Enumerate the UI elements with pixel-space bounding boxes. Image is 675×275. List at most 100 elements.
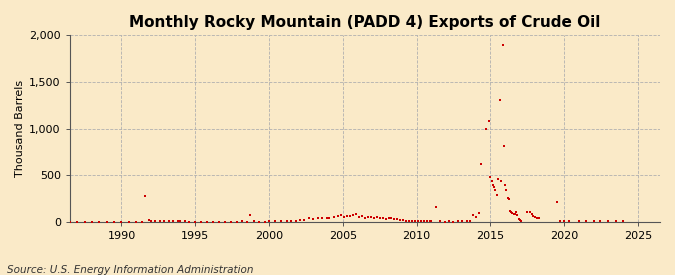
Point xyxy=(383,216,394,220)
Point xyxy=(86,219,97,224)
Point xyxy=(269,219,280,224)
Point xyxy=(225,219,236,224)
Point xyxy=(461,219,472,224)
Point xyxy=(528,214,539,218)
Point xyxy=(507,210,518,215)
Point xyxy=(490,188,501,192)
Point xyxy=(398,218,408,222)
Point xyxy=(534,216,545,221)
Point xyxy=(486,178,497,183)
Point xyxy=(499,144,510,148)
Point xyxy=(146,219,157,223)
Point xyxy=(377,216,388,220)
Point xyxy=(259,219,270,224)
Point xyxy=(491,192,502,197)
Point xyxy=(410,219,421,223)
Point xyxy=(395,218,406,222)
Point xyxy=(389,217,400,221)
Point xyxy=(116,219,127,224)
Point xyxy=(425,219,435,224)
Point xyxy=(497,42,508,47)
Point xyxy=(487,183,498,188)
Y-axis label: Thousand Barrels: Thousand Barrels xyxy=(15,80,25,177)
Point xyxy=(339,214,350,219)
Point xyxy=(362,215,373,219)
Point xyxy=(249,219,260,224)
Point xyxy=(109,219,119,224)
Point xyxy=(495,97,506,102)
Point xyxy=(72,219,82,224)
Point xyxy=(500,183,510,188)
Point xyxy=(426,219,437,224)
Point xyxy=(529,215,540,219)
Point xyxy=(350,212,361,216)
Point xyxy=(137,219,148,224)
Point xyxy=(603,219,614,224)
Point xyxy=(365,215,376,219)
Point xyxy=(554,219,565,223)
Point xyxy=(412,219,423,224)
Point xyxy=(244,213,255,217)
Point xyxy=(360,215,371,220)
Point xyxy=(356,214,367,218)
Point xyxy=(371,215,382,219)
Point xyxy=(281,219,292,224)
Point xyxy=(380,216,391,221)
Point xyxy=(506,210,516,214)
Point xyxy=(275,219,286,224)
Point xyxy=(485,175,495,179)
Point xyxy=(563,219,574,224)
Point xyxy=(574,219,585,223)
Point xyxy=(242,219,252,224)
Point xyxy=(329,215,340,219)
Point xyxy=(180,219,190,224)
Point xyxy=(610,219,621,224)
Point xyxy=(559,219,570,224)
Point xyxy=(101,219,112,224)
Point xyxy=(464,219,475,224)
Point xyxy=(167,219,178,224)
Point xyxy=(392,217,403,222)
Point xyxy=(504,197,514,201)
Point xyxy=(467,213,478,217)
Point xyxy=(526,212,537,216)
Point xyxy=(514,218,525,222)
Point xyxy=(407,219,418,223)
Point xyxy=(308,217,319,221)
Point xyxy=(155,219,165,224)
Point xyxy=(184,219,194,224)
Point xyxy=(342,213,352,218)
Point xyxy=(594,219,605,224)
Point xyxy=(313,216,323,220)
Point xyxy=(213,219,224,224)
Point xyxy=(452,219,463,224)
Title: Monthly Rocky Mountain (PADD 4) Exports of Crude Oil: Monthly Rocky Mountain (PADD 4) Exports … xyxy=(129,15,601,30)
Point xyxy=(511,210,522,214)
Point xyxy=(336,213,347,217)
Point xyxy=(435,219,446,224)
Point xyxy=(79,219,90,224)
Point xyxy=(64,219,75,224)
Point xyxy=(416,219,427,224)
Point xyxy=(522,210,533,214)
Point xyxy=(163,219,174,224)
Point xyxy=(483,119,494,123)
Point xyxy=(496,178,507,183)
Point xyxy=(502,196,513,200)
Point xyxy=(219,219,230,224)
Point xyxy=(264,219,275,224)
Point xyxy=(510,211,520,216)
Point xyxy=(190,219,200,224)
Point xyxy=(175,219,186,224)
Point xyxy=(144,218,155,222)
Point xyxy=(159,219,169,224)
Point xyxy=(489,185,500,189)
Point xyxy=(470,214,481,219)
Point xyxy=(481,127,491,132)
Point xyxy=(131,219,142,224)
Point xyxy=(374,215,385,220)
Point xyxy=(140,193,151,198)
Point xyxy=(231,219,242,224)
Point xyxy=(418,219,429,224)
Point xyxy=(504,209,515,213)
